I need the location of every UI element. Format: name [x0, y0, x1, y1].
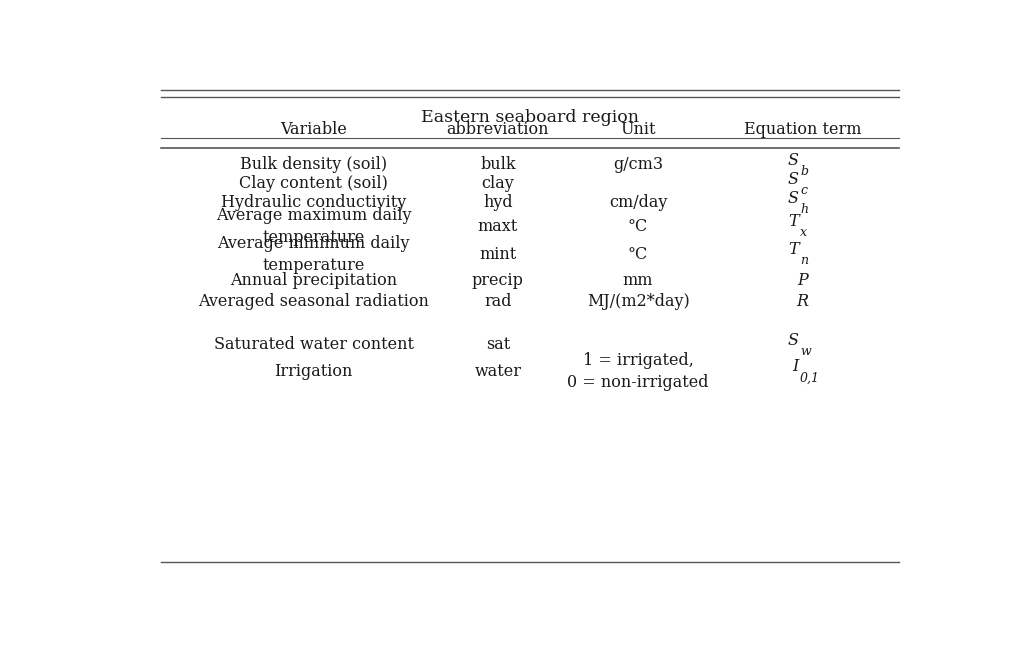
Text: T: T — [788, 213, 798, 230]
Text: 0,1: 0,1 — [800, 372, 820, 384]
Text: Hydraulic conductivity: Hydraulic conductivity — [221, 194, 406, 211]
Text: x: x — [800, 226, 807, 239]
Text: cm/day: cm/day — [609, 194, 667, 211]
Text: Clay content (soil): Clay content (soil) — [239, 175, 388, 192]
Text: c: c — [800, 184, 807, 197]
Text: h: h — [800, 203, 808, 215]
Text: P: P — [797, 272, 808, 288]
Text: S: S — [787, 190, 798, 206]
Text: MJ/(m2*day): MJ/(m2*day) — [586, 293, 690, 310]
Text: R: R — [796, 293, 809, 310]
Text: g/cm3: g/cm3 — [613, 156, 663, 174]
Text: n: n — [800, 254, 808, 267]
Text: Saturated water content: Saturated water content — [214, 336, 414, 353]
Text: °C: °C — [628, 218, 648, 235]
Text: Irrigation: Irrigation — [274, 363, 353, 380]
Text: °C: °C — [628, 246, 648, 263]
Text: water: water — [475, 363, 521, 380]
Text: mm: mm — [622, 272, 653, 288]
Text: S: S — [787, 152, 798, 169]
Text: Annual precipitation: Annual precipitation — [230, 272, 397, 288]
Text: Eastern seaboard region: Eastern seaboard region — [421, 108, 639, 126]
Text: Average maximum daily
temperature: Average maximum daily temperature — [216, 207, 412, 246]
Text: Averaged seasonal radiation: Averaged seasonal radiation — [199, 293, 429, 310]
Text: S: S — [787, 332, 798, 348]
Text: maxt: maxt — [478, 218, 518, 235]
Text: Equation term: Equation term — [743, 121, 861, 137]
Text: clay: clay — [482, 175, 514, 192]
Text: mint: mint — [479, 246, 517, 263]
Text: I: I — [792, 359, 798, 375]
Text: abbreviation: abbreviation — [447, 121, 549, 137]
Text: 1 = irrigated,
0 = non-irrigated: 1 = irrigated, 0 = non-irrigated — [568, 352, 709, 391]
Text: Average minimum daily
temperature: Average minimum daily temperature — [217, 235, 409, 274]
Text: w: w — [800, 344, 811, 357]
Text: T: T — [788, 241, 798, 258]
Text: b: b — [800, 165, 808, 178]
Text: Bulk density (soil): Bulk density (soil) — [240, 156, 387, 174]
Text: precip: precip — [472, 272, 524, 288]
Text: Unit: Unit — [620, 121, 656, 137]
Text: sat: sat — [486, 336, 510, 353]
Text: Variable: Variable — [280, 121, 347, 137]
Text: bulk: bulk — [480, 156, 516, 174]
Text: S: S — [787, 171, 798, 188]
Text: hyd: hyd — [483, 194, 513, 211]
Text: rad: rad — [484, 293, 512, 310]
